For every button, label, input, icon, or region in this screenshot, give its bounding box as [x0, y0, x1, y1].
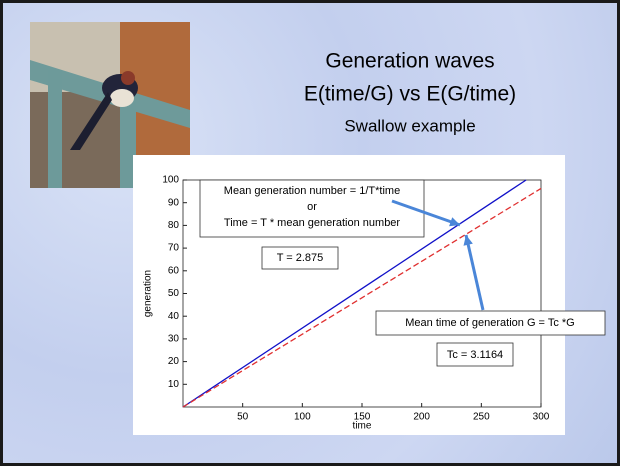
y-tick-label: 50 [168, 288, 180, 299]
slide-subtitle: E(time/G) vs E(G/time) [304, 83, 516, 106]
annotation: Time = T * mean generation number [224, 217, 401, 229]
x-tick-label: 250 [473, 412, 490, 423]
slide-canvas: Generation waves E(time/G) vs E(G/time) … [0, 0, 620, 466]
x-tick-label: 50 [237, 412, 249, 423]
x-tick-label: 300 [533, 412, 550, 423]
slide: Generation waves E(time/G) vs E(G/time) … [0, 0, 620, 466]
x-axis-label: time [353, 421, 372, 432]
annotation: T = 2.875 [277, 252, 324, 264]
annotation: Mean generation number = 1/T*time [224, 185, 400, 197]
annotation: Mean time of generation G = Tc *G [405, 317, 574, 329]
y-tick-label: 40 [168, 311, 180, 322]
x-tick-label: 100 [294, 412, 311, 423]
annotation: or [307, 201, 317, 213]
annotation: Tc = 3.1164 [447, 349, 503, 361]
x-tick-label: 200 [413, 412, 430, 423]
y-tick-label: 70 [168, 243, 180, 254]
slide-title: Generation waves [325, 50, 494, 73]
y-tick-label: 30 [168, 334, 180, 345]
slide-caption: Swallow example [344, 116, 475, 135]
y-tick-label: 90 [168, 197, 180, 208]
y-tick-label: 10 [168, 379, 180, 390]
y-tick-label: 100 [162, 175, 179, 186]
y-tick-label: 60 [168, 265, 180, 276]
y-tick-label: 20 [168, 356, 180, 367]
y-tick-label: 80 [168, 220, 180, 231]
y-axis-label: generation [143, 270, 154, 317]
